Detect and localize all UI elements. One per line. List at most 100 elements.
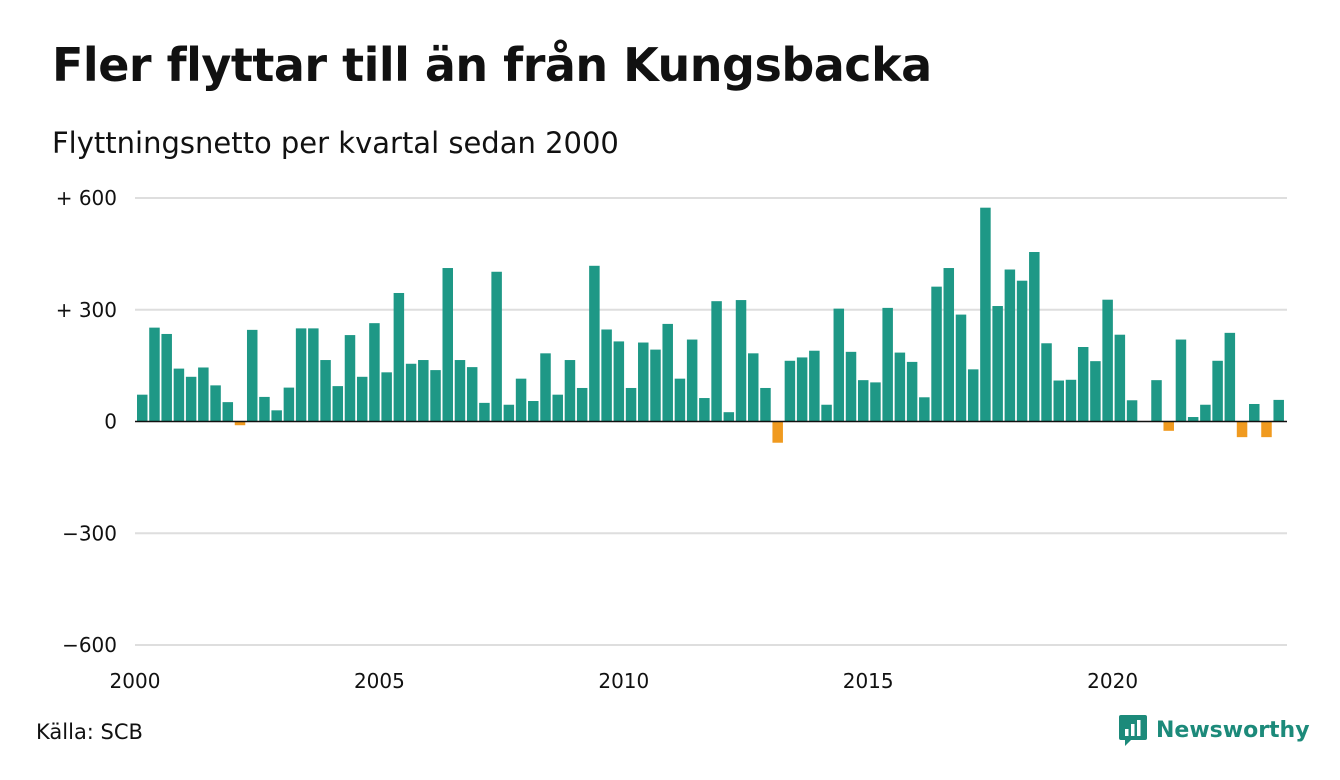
bar [528,401,539,422]
bar [1114,334,1126,422]
y-tick-label: −300 [62,521,117,545]
bar [1212,360,1223,422]
bar [589,265,600,422]
chart-subtitle: Flyttningsnetto per kvartal sedan 2000 [52,126,619,160]
bar [405,363,417,422]
bar [246,329,258,422]
bar [356,376,368,422]
bar [173,368,185,422]
bar [1200,404,1211,422]
newsworthy-logo-icon [1119,715,1147,746]
bar [479,402,490,422]
bar [552,394,563,422]
bar [894,352,906,422]
bar [906,361,918,422]
bar [748,353,759,422]
bar [210,385,221,422]
bar [503,404,515,422]
bar [1029,252,1040,422]
bar [1065,379,1077,422]
bar [234,421,246,426]
bar [295,328,307,422]
brand-name: Newsworthy [1156,717,1310,743]
bar [931,286,942,422]
bar [161,333,172,422]
y-tick-label: + 300 [56,298,117,322]
bar [149,327,160,422]
bar [1077,347,1089,422]
bar [466,367,478,422]
bar [369,323,380,422]
bar [1273,399,1284,422]
bar [222,402,234,422]
bar [1004,269,1016,422]
bar [845,351,857,422]
bar [540,353,551,422]
y-tick-label: 0 [104,410,117,434]
bar [198,367,209,422]
bar [1090,361,1101,422]
bar [1249,403,1260,422]
bar [1175,339,1187,422]
bar [638,342,649,422]
bar [1053,380,1064,422]
bar [1224,332,1236,422]
bar [332,386,344,422]
bar [650,349,661,422]
bar [1126,400,1138,422]
bar [393,292,405,422]
bar [662,323,673,422]
bar [442,268,453,422]
bar [772,421,783,443]
bar [821,404,832,422]
x-tick-label: 2005 [354,669,405,693]
x-tick-label: 2000 [110,669,161,693]
bar [1016,280,1028,422]
bar [711,301,722,422]
bar [809,350,820,422]
bar [943,268,955,422]
bars [137,207,1284,443]
bar [344,335,356,422]
bar [1236,421,1248,438]
y-tick-label: −600 [62,633,117,657]
bar [454,360,466,422]
bar [980,207,991,422]
gridlines [135,197,1287,646]
x-tick-label: 2020 [1087,669,1138,693]
x-axis-labels: 2000 2005 2010 2015 2020 [110,669,1139,693]
bar [955,314,967,422]
bar [870,382,881,422]
bar [833,308,845,422]
bar [271,410,282,422]
chart-title: Fler flyttar till än från Kungsbacka [52,38,932,92]
y-axis-labels: + 600 + 300 0 −300 −600 [56,186,117,657]
bar [857,380,869,422]
bar [491,271,502,422]
bar [515,378,527,422]
bar [625,387,637,422]
bar [796,357,808,422]
x-tick-label: 2010 [598,669,649,693]
bar [259,396,270,422]
bar [674,378,686,422]
bar [723,412,735,422]
bar [686,339,698,422]
bar [1041,343,1052,422]
bar [1102,299,1113,422]
bar [283,387,295,422]
y-tick-label: + 600 [56,186,117,210]
bar [185,376,197,422]
bar [308,328,319,422]
bar [381,372,392,422]
bar [613,341,625,422]
bar [418,360,429,422]
bar [992,306,1003,422]
bar [564,360,576,422]
bar [699,398,710,422]
bar [601,329,612,422]
bar [1151,380,1162,422]
brand: Newsworthy [1118,713,1310,747]
x-tick-label: 2015 [843,669,894,693]
